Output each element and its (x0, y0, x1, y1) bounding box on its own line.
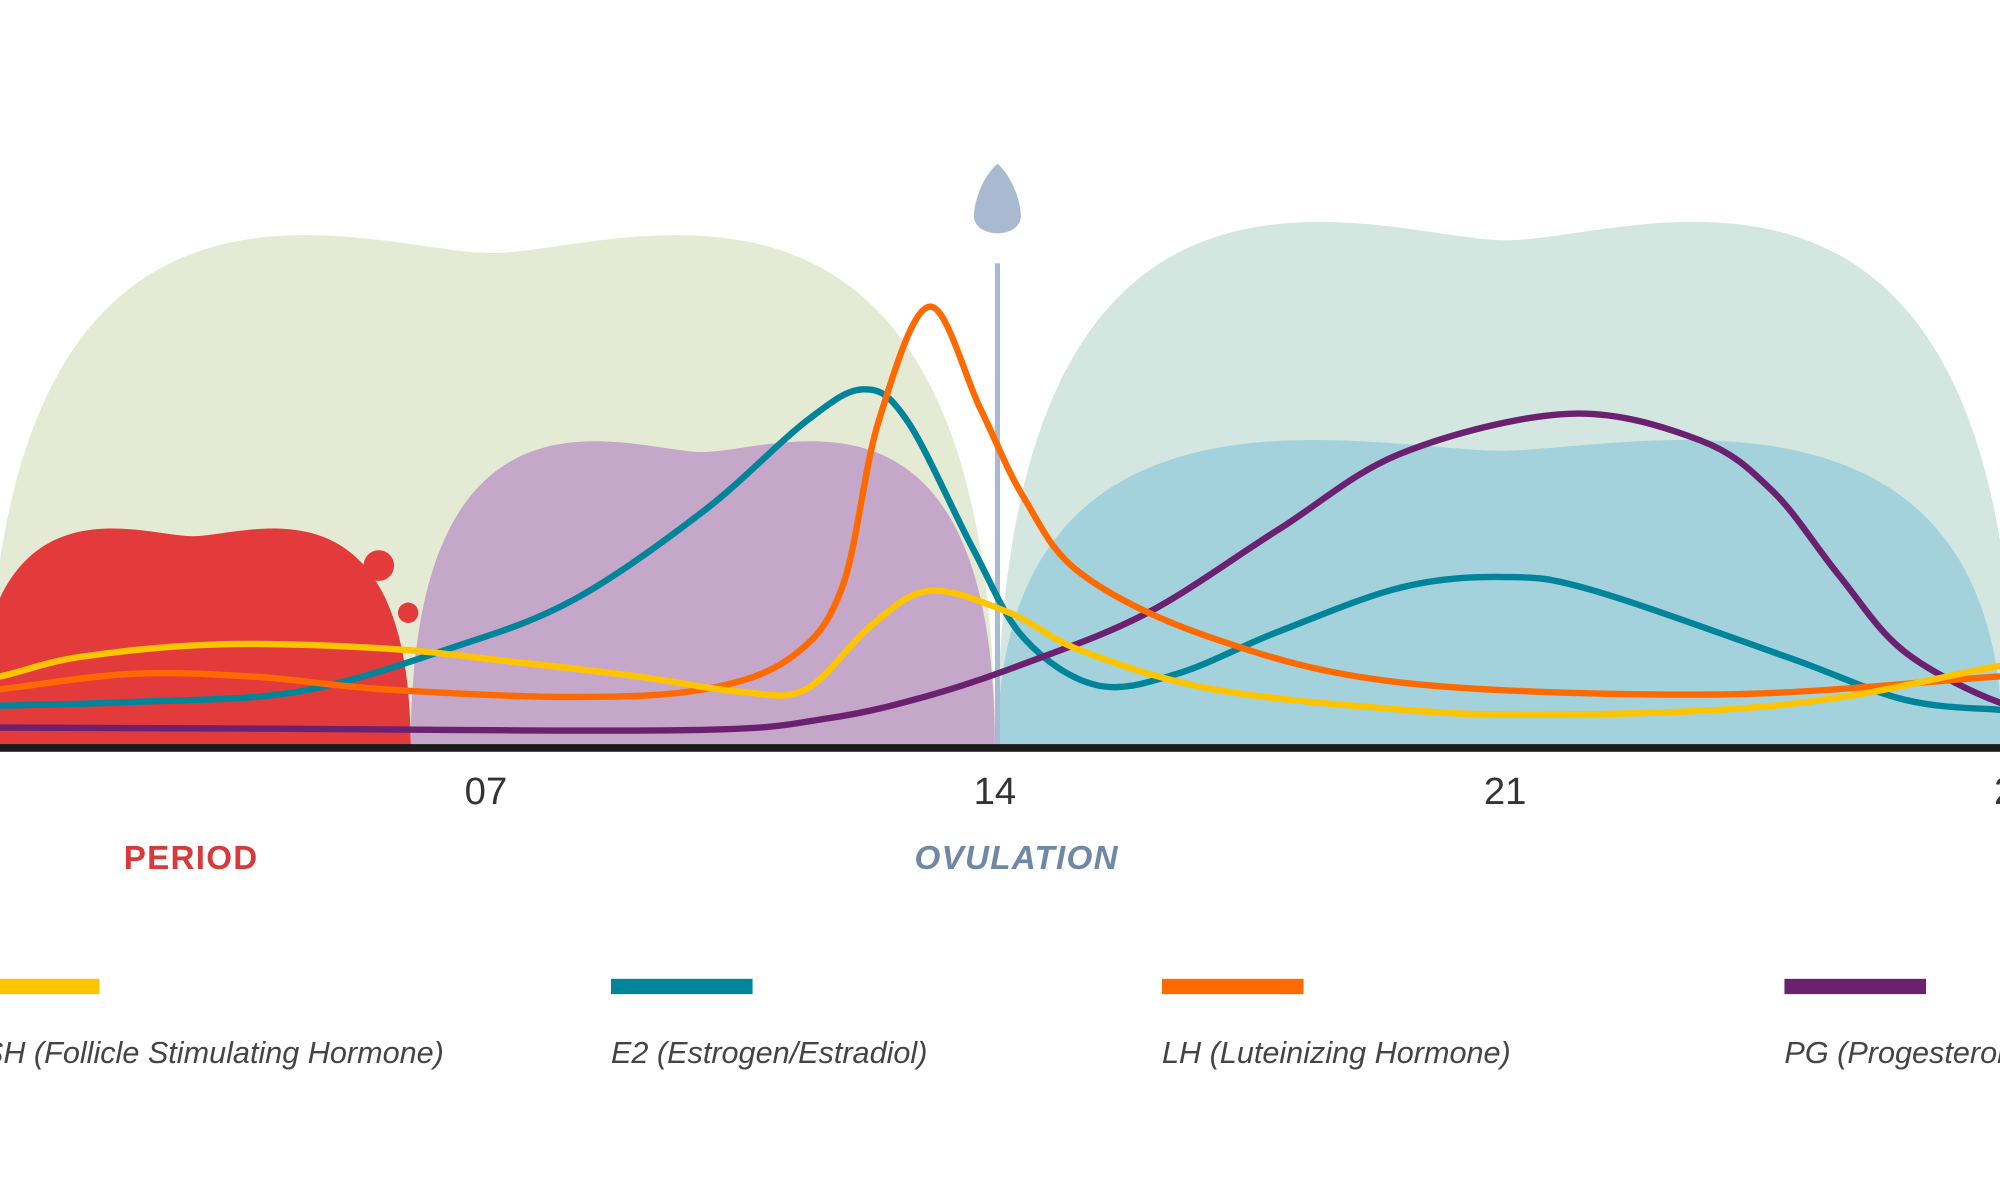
fsh-line (0, 587, 2000, 718)
x-axis-ticks: 07 14 21 28 (465, 770, 2000, 813)
hormone-lines (0, 303, 2000, 734)
follicular-inner-dome (410, 441, 995, 748)
tick-label-21: 21 (1484, 770, 1527, 813)
blood-drop-dot (359, 603, 386, 630)
legend-swatch-e2 (610, 978, 753, 995)
period-label: PERIOD (124, 840, 259, 877)
ovulation-label: OVULATION (915, 840, 1119, 877)
legend-label-fsh: FSH (Follicle Stimulating Hormone) (0, 1036, 444, 1070)
tick-label-14: 14 (974, 770, 1017, 813)
e2-line (0, 386, 2000, 713)
ovulation-line (994, 263, 1000, 748)
legend-swatch-lh (1161, 978, 1304, 995)
pg-line (0, 410, 2000, 734)
legend-swatch-fsh (0, 978, 100, 995)
legend-label-pg: PG (Progesterone) (1784, 1036, 2000, 1070)
phase-domes (0, 221, 2000, 748)
egg-drop-icon (974, 163, 1021, 234)
legend-label-e2: E2 (Estrogen/Estradiol) (611, 1036, 927, 1070)
period-dome (0, 528, 411, 748)
tick-label-28: 28 (1994, 770, 2000, 813)
legend: FSH (Follicle Stimulating Hormone) E2 (E… (0, 978, 2000, 1070)
x-axis-line (0, 744, 2000, 752)
lh-line (0, 303, 2000, 701)
blood-drop-dot (397, 602, 419, 623)
legend-label-lh: LH (Luteinizing Hormone) (1162, 1036, 1511, 1070)
luteal-inner-dome (997, 440, 2000, 748)
tick-label-07: 07 (465, 770, 508, 813)
blood-drop-dot (363, 550, 395, 581)
legend-swatch-pg (1784, 978, 1927, 995)
ovulation-marker (974, 163, 1021, 748)
